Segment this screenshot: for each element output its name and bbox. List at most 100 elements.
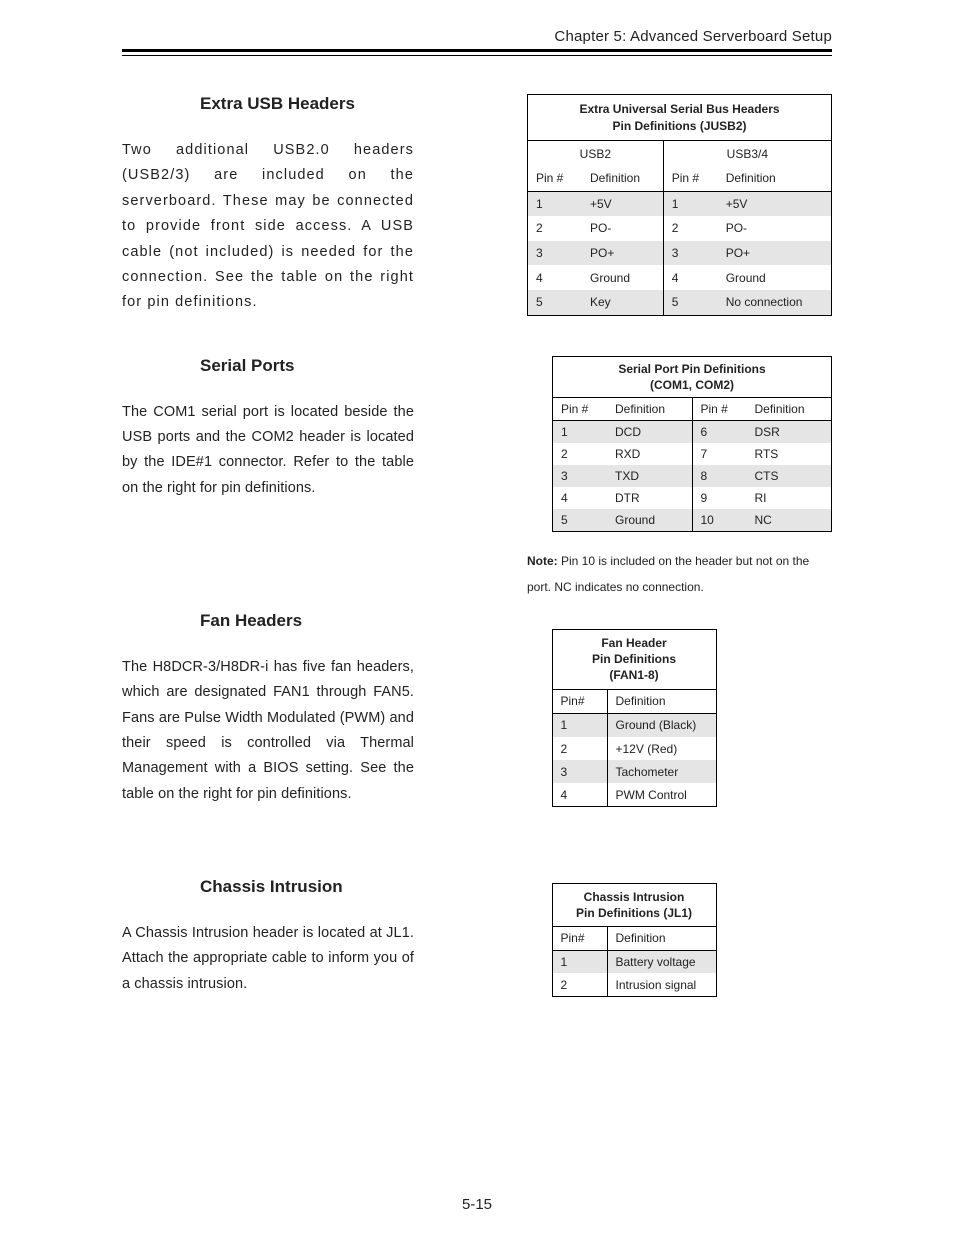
section-usb: Extra USB Headers Two additional USB2.0 …: [122, 94, 832, 316]
def-cell: CTS: [747, 465, 832, 487]
chassis-title: Chassis Intrusion: [200, 877, 414, 897]
def-cell: DSR: [747, 421, 832, 444]
pin-cell: 3: [528, 241, 583, 266]
fan-table-title: Fan Header Pin Definitions (FAN1-8): [552, 629, 716, 689]
pin-cell: 1: [553, 421, 608, 444]
serial-col-header-row: Pin # Definition Pin # Definition: [553, 398, 832, 421]
fan-def-h: Definition: [607, 689, 716, 713]
def-cell: DCD: [607, 421, 692, 444]
usb-def-h-l: Definition: [582, 166, 663, 191]
def-cell: No connection: [718, 290, 832, 315]
usb-col-header-row: Pin # Definition Pin # Definition: [528, 166, 832, 191]
pin-cell: 10: [692, 509, 747, 532]
usb-table-title-2: Pin Definitions (JUSB2): [612, 119, 746, 133]
usb-pin-h-l: Pin #: [528, 166, 583, 191]
table-row: 5Key5No connection: [528, 290, 832, 315]
pin-cell: 1: [552, 950, 607, 973]
usb-text-col: Extra USB Headers Two additional USB2.0 …: [122, 94, 414, 316]
serial-pin-h-r: Pin #: [692, 398, 747, 421]
chapter-header: Chapter 5: Advanced Serverboard Setup: [122, 28, 832, 45]
def-cell: PO-: [582, 216, 663, 241]
pin-cell: 3: [552, 760, 607, 783]
fan-data-col: Fan Header Pin Definitions (FAN1-8) Pin#…: [436, 611, 832, 807]
table-row: 2Intrusion signal: [552, 973, 716, 996]
def-cell: Ground: [607, 509, 692, 532]
fan-table-title-3: (FAN1-8): [609, 668, 658, 682]
fan-table: Fan Header Pin Definitions (FAN1-8) Pin#…: [552, 629, 717, 807]
serial-note-body: Pin 10 is included on the header but not…: [527, 554, 809, 594]
pin-cell: 2: [663, 216, 718, 241]
fan-body: The H8DCR-3/H8DR-i has five fan headers,…: [122, 655, 414, 807]
serial-def-h-r: Definition: [747, 398, 832, 421]
table-row: 1Ground (Black): [552, 713, 716, 737]
def-cell: PO-: [718, 216, 832, 241]
def-cell: PWM Control: [607, 783, 716, 807]
pin-cell: 2: [553, 443, 608, 465]
usb-group-header-row: USB2 USB3/4: [528, 141, 832, 166]
section-fan: Fan Headers The H8DCR-3/H8DR-i has five …: [122, 611, 832, 807]
pin-cell: 5: [663, 290, 718, 315]
fan-pin-h: Pin#: [552, 689, 607, 713]
table-row: 1Battery voltage: [552, 950, 716, 973]
pin-cell: 4: [528, 265, 583, 290]
serial-note-label: Note:: [527, 554, 558, 568]
chassis-table-title-2: Pin Definitions (JL1): [576, 906, 692, 920]
pin-cell: 4: [663, 265, 718, 290]
chassis-pin-h: Pin#: [552, 926, 607, 950]
table-row: 5Ground10NC: [553, 509, 832, 532]
usb-left-label: USB2: [528, 141, 664, 166]
usb-table-title-1: Extra Universal Serial Bus Headers: [579, 102, 779, 116]
usb-data-col: Extra Universal Serial Bus Headers Pin D…: [436, 94, 832, 316]
def-cell: Ground (Black): [607, 713, 716, 737]
def-cell: NC: [747, 509, 832, 532]
pin-cell: 1: [552, 713, 607, 737]
pin-cell: 2: [528, 216, 583, 241]
serial-table: Serial Port Pin Definitions (COM1, COM2)…: [552, 356, 832, 532]
fan-text-col: Fan Headers The H8DCR-3/H8DR-i has five …: [122, 611, 414, 807]
pin-cell: 9: [692, 487, 747, 509]
def-cell: Intrusion signal: [607, 973, 716, 996]
serial-title: Serial Ports: [200, 356, 414, 376]
chassis-table-title-1: Chassis Intrusion: [584, 890, 685, 904]
pin-cell: 1: [528, 191, 583, 216]
pin-cell: 3: [663, 241, 718, 266]
usb-body: Two additional USB2.0 headers (USB2/3) a…: [122, 138, 414, 316]
fan-col-header-row: Pin# Definition: [552, 689, 716, 713]
def-cell: +5V: [582, 191, 663, 216]
pin-cell: 6: [692, 421, 747, 444]
chassis-table-title: Chassis Intrusion Pin Definitions (JL1): [552, 884, 716, 927]
usb-table-title: Extra Universal Serial Bus Headers Pin D…: [528, 95, 832, 141]
def-cell: +12V (Red): [607, 737, 716, 760]
serial-body: The COM1 serial port is located beside t…: [122, 400, 414, 502]
pin-cell: 3: [553, 465, 608, 487]
pin-cell: 1: [663, 191, 718, 216]
serial-table-title-1: Serial Port Pin Definitions: [618, 362, 765, 376]
def-cell: PO+: [718, 241, 832, 266]
table-row: 3PO+3PO+: [528, 241, 832, 266]
fan-table-title-1: Fan Header: [601, 636, 666, 650]
def-cell: RI: [747, 487, 832, 509]
table-row: 3TXD8CTS: [553, 465, 832, 487]
def-cell: TXD: [607, 465, 692, 487]
table-row: 4Ground4Ground: [528, 265, 832, 290]
table-row: 4PWM Control: [552, 783, 716, 807]
pin-cell: 4: [553, 487, 608, 509]
table-row: 1+5V1+5V: [528, 191, 832, 216]
header-rule: [122, 49, 832, 56]
pin-cell: 2: [552, 737, 607, 760]
serial-pin-h-l: Pin #: [553, 398, 608, 421]
pin-cell: 5: [528, 290, 583, 315]
fan-table-title-2: Pin Definitions: [592, 652, 676, 666]
table-row: 2RXD7RTS: [553, 443, 832, 465]
usb-pin-h-r: Pin #: [663, 166, 718, 191]
def-cell: Ground: [582, 265, 663, 290]
table-row: 3Tachometer: [552, 760, 716, 783]
def-cell: RXD: [607, 443, 692, 465]
def-cell: RTS: [747, 443, 832, 465]
serial-table-title-2: (COM1, COM2): [650, 378, 734, 392]
def-cell: PO+: [582, 241, 663, 266]
page: Chapter 5: Advanced Serverboard Setup Ex…: [0, 0, 954, 1235]
def-cell: Key: [582, 290, 663, 315]
def-cell: Ground: [718, 265, 832, 290]
usb-table: Extra Universal Serial Bus Headers Pin D…: [527, 94, 832, 316]
